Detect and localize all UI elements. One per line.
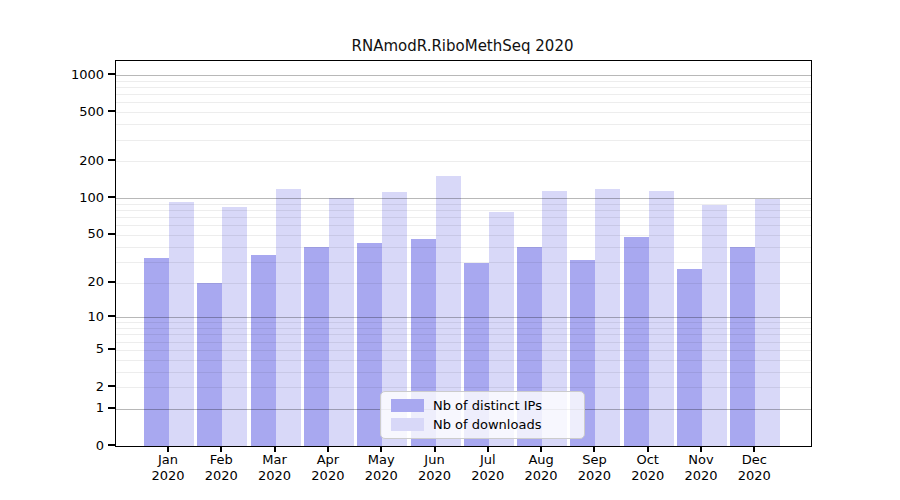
x-tick-month: Dec (719, 452, 789, 468)
gridline-minor-400 (116, 124, 811, 125)
y-tick-mark-10 (108, 315, 115, 317)
y-tick-mark-5 (108, 348, 115, 350)
gridline-minor-200 (116, 161, 811, 162)
gridline-minor-6 (116, 342, 811, 343)
gridline-minor-500 (116, 112, 811, 113)
y-tick-label-50: 50 (0, 227, 104, 240)
y-tick-mark-20 (108, 281, 115, 283)
y-tick-mark-1000 (108, 73, 115, 75)
legend-swatch-ips (391, 399, 424, 412)
gridline-minor-5 (116, 350, 811, 351)
legend-swatch-downloads (391, 418, 424, 431)
gridline-minor-9 (116, 322, 811, 323)
y-tick-label-20: 20 (0, 275, 104, 288)
gridline-major-1000 (116, 75, 811, 76)
legend-label-downloads: Nb of downloads (433, 417, 541, 432)
y-tick-mark-0 (108, 444, 115, 446)
gridline-minor-90 (116, 204, 811, 205)
y-tick-mark-100 (108, 196, 115, 198)
y-tick-label-1: 1 (0, 401, 104, 414)
y-tick-mark-50 (108, 233, 115, 235)
bar-downloads-feb (222, 207, 247, 446)
bar-ips-nov (677, 269, 702, 446)
y-tick-mark-1 (108, 407, 115, 409)
bar-ips-dec (730, 247, 755, 446)
gridline-minor-40 (116, 247, 811, 248)
x-tick-year: 2020 (719, 468, 789, 484)
bar-downloads-nov (702, 205, 727, 446)
gridline-minor-800 (116, 87, 811, 88)
y-tick-label-1000: 1000 (0, 68, 104, 81)
legend-label-ips: Nb of distinct IPs (433, 398, 542, 413)
figure: RNAmodR.RiboMethSeq 2020 100050020010050… (0, 0, 900, 500)
chart-title: RNAmodR.RiboMethSeq 2020 (115, 37, 810, 55)
gridline-minor-30 (116, 262, 811, 263)
y-tick-mark-200 (108, 159, 115, 161)
gridline-minor-70 (116, 217, 811, 218)
gridline-minor-300 (116, 140, 811, 141)
y-tick-label-10: 10 (0, 310, 104, 323)
bar-ips-jan (144, 258, 169, 446)
plot-area (115, 60, 812, 447)
bar-ips-apr (304, 247, 329, 446)
bar-downloads-oct (649, 191, 674, 446)
y-tick-label-100: 100 (0, 191, 104, 204)
y-tick-label-200: 200 (0, 154, 104, 167)
gridline-minor-600 (116, 102, 811, 103)
legend-item-ips: Nb of distinct IPs (391, 398, 574, 413)
y-tick-label-500: 500 (0, 105, 104, 118)
bar-ips-feb (197, 283, 222, 447)
x-tick-label-dec: Dec2020 (719, 452, 789, 484)
gridline-minor-60 (116, 225, 811, 226)
y-tick-label-0: 0 (0, 439, 104, 452)
legend: Nb of distinct IPs Nb of downloads (380, 391, 585, 439)
bar-ips-may (357, 243, 382, 446)
gridline-minor-4 (116, 360, 811, 361)
gridline-minor-2 (116, 387, 811, 388)
gridline-minor-900 (116, 81, 811, 82)
gridline-major-10 (116, 317, 811, 318)
gridline-minor-50 (116, 235, 811, 236)
gridline-minor-80 (116, 210, 811, 211)
gridline-minor-3 (116, 372, 811, 373)
gridline-major-100 (116, 198, 811, 199)
y-tick-label-2: 2 (0, 380, 104, 393)
y-tick-mark-2 (108, 385, 115, 387)
y-tick-label-5: 5 (0, 342, 104, 355)
gridline-minor-7 (116, 334, 811, 335)
gridline-minor-700 (116, 94, 811, 95)
y-tick-mark-500 (108, 110, 115, 112)
gridline-minor-20 (116, 283, 811, 284)
gridline-minor-8 (116, 328, 811, 329)
legend-item-downloads: Nb of downloads (391, 417, 574, 432)
